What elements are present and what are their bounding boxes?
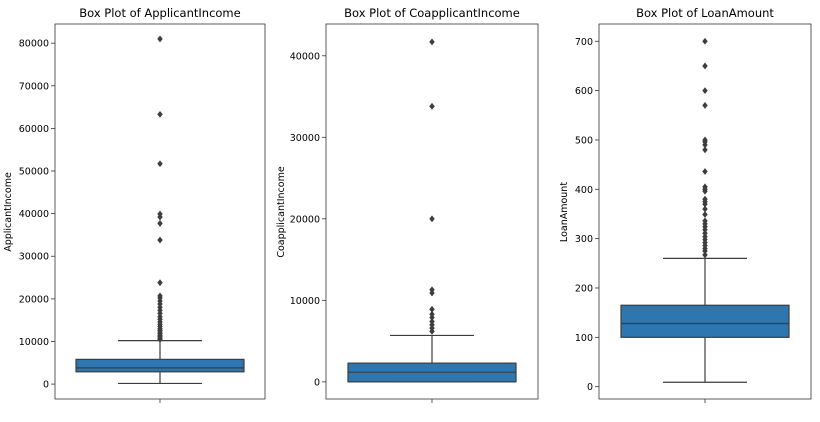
outlier-point — [702, 233, 708, 241]
y-ticks: 0 10000 20000 30000 40000 — [290, 51, 326, 388]
outlier-point — [157, 220, 163, 227]
outlier-point — [702, 211, 708, 218]
outlier-point — [429, 38, 435, 46]
outlier-point — [157, 160, 163, 168]
outlier-point — [702, 205, 708, 213]
y-axis-label: ApplicantIncome — [3, 172, 14, 252]
outlier-point — [702, 229, 708, 237]
outlier-point — [429, 286, 435, 294]
outlier-point — [157, 313, 163, 321]
fliers — [702, 37, 708, 259]
outlier-point — [157, 35, 163, 43]
outlier-point — [702, 183, 708, 191]
y-tick-label: 20000 — [290, 214, 320, 225]
y-tick-label: 30000 — [290, 133, 320, 144]
outlier-point — [157, 110, 163, 118]
chart-title: Box Plot of CoapplicantIncome — [344, 6, 520, 20]
y-tick-label: 0 — [587, 382, 593, 393]
outlier-point — [702, 251, 708, 259]
outlier-point — [429, 318, 435, 325]
y-tick-label: 80000 — [19, 39, 49, 50]
box-group — [620, 257, 790, 383]
iqr-box — [75, 358, 245, 373]
fliers — [429, 38, 435, 335]
box-group — [75, 340, 245, 385]
outlier-point — [702, 62, 708, 70]
outlier-point — [702, 87, 708, 95]
chart-title: Box Plot of LoanAmount — [636, 6, 774, 20]
outlier-point — [157, 279, 163, 287]
outlier-point — [702, 195, 708, 203]
y-axis-label: LoanAmount — [559, 182, 570, 242]
outlier-point — [157, 236, 163, 244]
y-tick-label: 40000 — [19, 209, 49, 220]
outlier-point — [157, 292, 163, 300]
outlier-point — [157, 303, 163, 311]
outlier-point — [702, 102, 708, 109]
fliers — [157, 35, 163, 343]
outlier-point — [702, 37, 708, 45]
chart-title: Box Plot of ApplicantIncome — [79, 6, 240, 20]
y-tick-label: 40000 — [290, 51, 320, 62]
iqr-box — [620, 304, 790, 338]
outlier-point — [429, 215, 435, 223]
y-ticks: 0 100 200 300 400 500 600 700 — [575, 37, 599, 393]
y-tick-label: 600 — [575, 86, 593, 97]
y-ticks: 0 10000 20000 30000 40000 50000 60000 70000 8000… — [19, 39, 55, 391]
y-tick-label: 200 — [575, 283, 593, 294]
y-tick-label: 70000 — [19, 81, 49, 92]
panel-applicant-income: Box Plot of ApplicantIncome ApplicantInc… — [3, 6, 266, 403]
outlier-point — [429, 305, 435, 313]
outlier-point — [429, 102, 435, 110]
y-tick-label: 30000 — [19, 252, 49, 263]
outlier-point — [702, 146, 708, 154]
y-tick-label: 500 — [575, 135, 593, 146]
y-tick-label: 0 — [43, 380, 49, 391]
y-tick-label: 60000 — [19, 124, 49, 135]
panel-loan-amount: Box Plot of LoanAmount LoanAmount 0 100 20… — [559, 6, 812, 403]
y-tick-label: 50000 — [19, 167, 49, 178]
y-tick-label: 10000 — [19, 337, 49, 348]
outlier-point — [702, 168, 708, 175]
panel-coapplicant-income: Box Plot of CoapplicantIncome Coapplican… — [276, 6, 539, 403]
y-tick-label: 300 — [575, 234, 593, 245]
y-tick-label: 100 — [575, 333, 593, 344]
y-tick-label: 20000 — [19, 294, 49, 305]
outlier-point — [702, 217, 708, 225]
box-group — [347, 334, 517, 383]
y-tick-label: 700 — [575, 37, 593, 48]
y-axis-label: CoapplicantIncome — [276, 166, 287, 258]
y-tick-label: 0 — [314, 377, 320, 388]
outlier-point — [429, 310, 435, 318]
y-tick-label: 10000 — [290, 296, 320, 307]
outlier-point — [157, 210, 163, 218]
outlier-point — [702, 136, 708, 144]
y-tick-label: 400 — [575, 185, 593, 196]
